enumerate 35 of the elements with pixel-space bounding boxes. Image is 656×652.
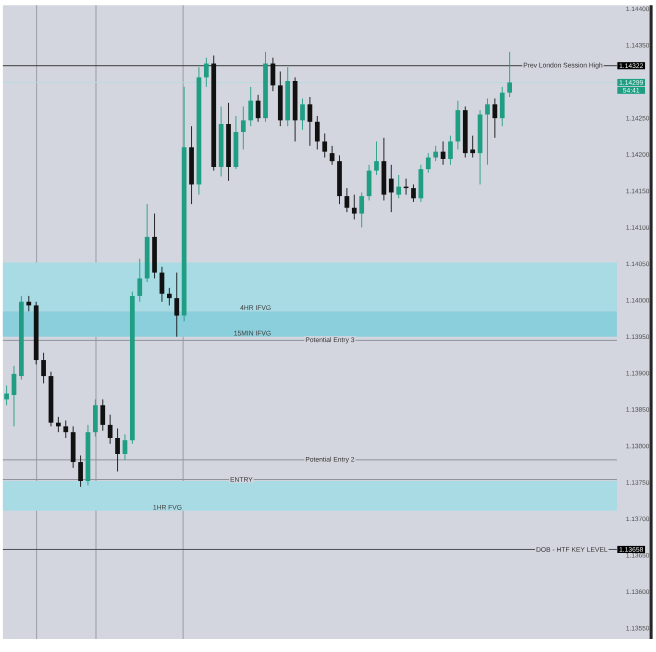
candlestick (78, 454, 83, 487)
candlestick (107, 413, 113, 444)
candlestick (277, 70, 283, 127)
candlestick (492, 97, 498, 138)
candlestick (425, 152, 431, 173)
candlestick (507, 51, 513, 98)
candlestick (337, 154, 342, 205)
candlestick (300, 97, 305, 130)
candlestick (240, 105, 246, 150)
candlestick (92, 398, 98, 437)
candlestick (144, 203, 150, 283)
candlestick (322, 132, 328, 158)
candlestick (448, 134, 453, 165)
candlestick (41, 351, 46, 384)
candlestick (203, 56, 209, 87)
candlestick (137, 258, 143, 302)
candlestick (462, 105, 468, 158)
candlestick (485, 97, 490, 165)
candlestick (314, 115, 320, 150)
candlestick (359, 191, 365, 228)
candlestick (189, 125, 194, 205)
candlestick (174, 271, 180, 337)
candlestick (115, 427, 120, 472)
candlestick (499, 86, 505, 127)
candlestick (396, 174, 402, 199)
candlestick (374, 140, 379, 176)
candlestick (351, 193, 357, 220)
candlestick (70, 425, 76, 468)
candlestick (100, 398, 106, 431)
candlestick (285, 66, 291, 127)
candlestick (455, 99, 461, 150)
candlestick (388, 164, 394, 213)
candlestick (152, 212, 157, 279)
candlestick (248, 86, 254, 127)
candlestick (226, 102, 231, 181)
